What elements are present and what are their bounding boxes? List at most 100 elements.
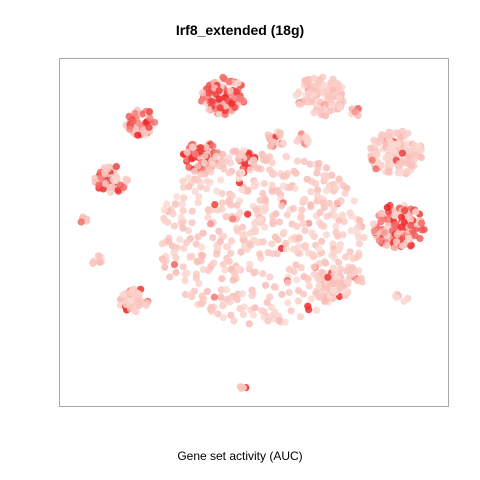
- data-point-1242: [219, 150, 227, 158]
- data-point-1069: [355, 252, 363, 260]
- data-point-1299: [236, 304, 244, 313]
- data-point-139: [139, 110, 147, 118]
- data-point-1087: [166, 273, 174, 281]
- data-point-1376: [227, 201, 235, 209]
- data-point-1093: [210, 293, 218, 301]
- data-point-1343: [252, 206, 260, 214]
- data-point-1097: [172, 268, 180, 277]
- data-point-1325: [244, 187, 252, 195]
- data-point-932: [200, 159, 209, 167]
- data-point-1315: [296, 313, 304, 321]
- data-point-887: [203, 287, 211, 295]
- data-point-1249: [188, 252, 196, 260]
- data-point-1240: [329, 249, 337, 257]
- data-point-1086: [300, 196, 308, 204]
- data-point-392: [378, 161, 386, 169]
- data-point-1328: [198, 300, 206, 308]
- data-point-925: [293, 157, 302, 165]
- data-point-1369: [332, 228, 340, 236]
- data-point-1168: [335, 258, 343, 267]
- data-point-1296: [346, 248, 354, 256]
- data-point-387: [398, 159, 406, 167]
- data-point-1056: [204, 213, 212, 221]
- data-point-1233: [238, 168, 246, 176]
- data-point-330: [386, 161, 394, 169]
- data-point-248: [320, 81, 328, 90]
- data-point-444: [209, 142, 217, 150]
- data-point-1330: [165, 237, 173, 245]
- data-point-1292: [246, 260, 254, 268]
- data-point-931: [218, 275, 226, 283]
- data-point-929: [218, 199, 226, 207]
- data-point-989: [300, 157, 308, 166]
- data-point-1340: [307, 188, 315, 196]
- data-point-1287: [301, 244, 309, 252]
- data-point-1326: [350, 197, 358, 205]
- data-point-986: [219, 260, 227, 268]
- data-point-1095: [222, 286, 231, 294]
- data-point-151: [125, 112, 133, 120]
- data-point-696: [383, 203, 391, 212]
- data-point-99: [199, 89, 207, 97]
- data-point-1025: [180, 244, 188, 252]
- data-point-1289: [284, 279, 292, 287]
- data-point-1275: [297, 213, 305, 221]
- data-point-1109: [223, 254, 231, 263]
- data-point-1044: [183, 269, 191, 277]
- data-point-1213: [184, 227, 193, 235]
- data-point-1064: [349, 254, 357, 262]
- data-point-365: [384, 155, 392, 164]
- data-point-1195: [278, 202, 286, 210]
- data-point-1170: [205, 165, 213, 173]
- data-point-1319: [266, 293, 274, 301]
- data-point-805: [132, 308, 140, 316]
- data-point-1264: [254, 239, 262, 247]
- data-point-103: [216, 104, 224, 112]
- data-point-1251: [270, 283, 278, 291]
- data-point-254: [310, 109, 318, 117]
- data-point-237: [295, 100, 303, 108]
- data-point-1043: [256, 196, 264, 204]
- data-point-1217: [272, 210, 280, 218]
- data-point-691: [380, 228, 389, 236]
- data-point-497: [270, 138, 278, 146]
- data-point-1262: [184, 174, 193, 182]
- data-point-1193: [304, 275, 312, 284]
- data-point-1373: [347, 227, 355, 235]
- data-point-1256: [233, 295, 241, 304]
- data-point-1210: [333, 279, 341, 287]
- data-point-1293: [160, 257, 168, 265]
- data-point-360: [368, 156, 376, 164]
- data-point-1336: [193, 257, 201, 265]
- data-point-838: [77, 218, 85, 226]
- data-point-394: [386, 145, 394, 153]
- data-point-1346: [292, 169, 300, 177]
- data-point-900: [171, 200, 179, 208]
- data-point-884: [245, 320, 253, 328]
- data-point-1076: [249, 289, 257, 297]
- data-point-108: [237, 96, 245, 104]
- data-point-1352: [282, 239, 290, 247]
- data-point-371: [372, 165, 380, 173]
- data-point-832: [89, 259, 97, 267]
- data-point-1304: [278, 290, 286, 299]
- data-point-78: [216, 110, 224, 118]
- data-point-1224: [217, 176, 225, 184]
- data-point-868: [310, 270, 318, 278]
- data-point-491: [279, 139, 288, 147]
- data-point-366: [393, 129, 401, 137]
- data-point-1309: [172, 254, 180, 262]
- data-point-709: [406, 215, 414, 224]
- data-point-776: [322, 284, 330, 292]
- data-point-638: [420, 226, 428, 234]
- data-point-1221: [199, 266, 208, 274]
- data-point-233: [336, 103, 344, 111]
- data-point-1209: [233, 201, 241, 209]
- data-point-934: [214, 310, 222, 318]
- data-point-1282: [158, 240, 166, 248]
- data-point-1335: [207, 220, 215, 228]
- data-point-914: [239, 223, 247, 231]
- data-point-93: [234, 79, 242, 87]
- data-point-1085: [259, 270, 267, 278]
- data-point-1063: [309, 250, 317, 258]
